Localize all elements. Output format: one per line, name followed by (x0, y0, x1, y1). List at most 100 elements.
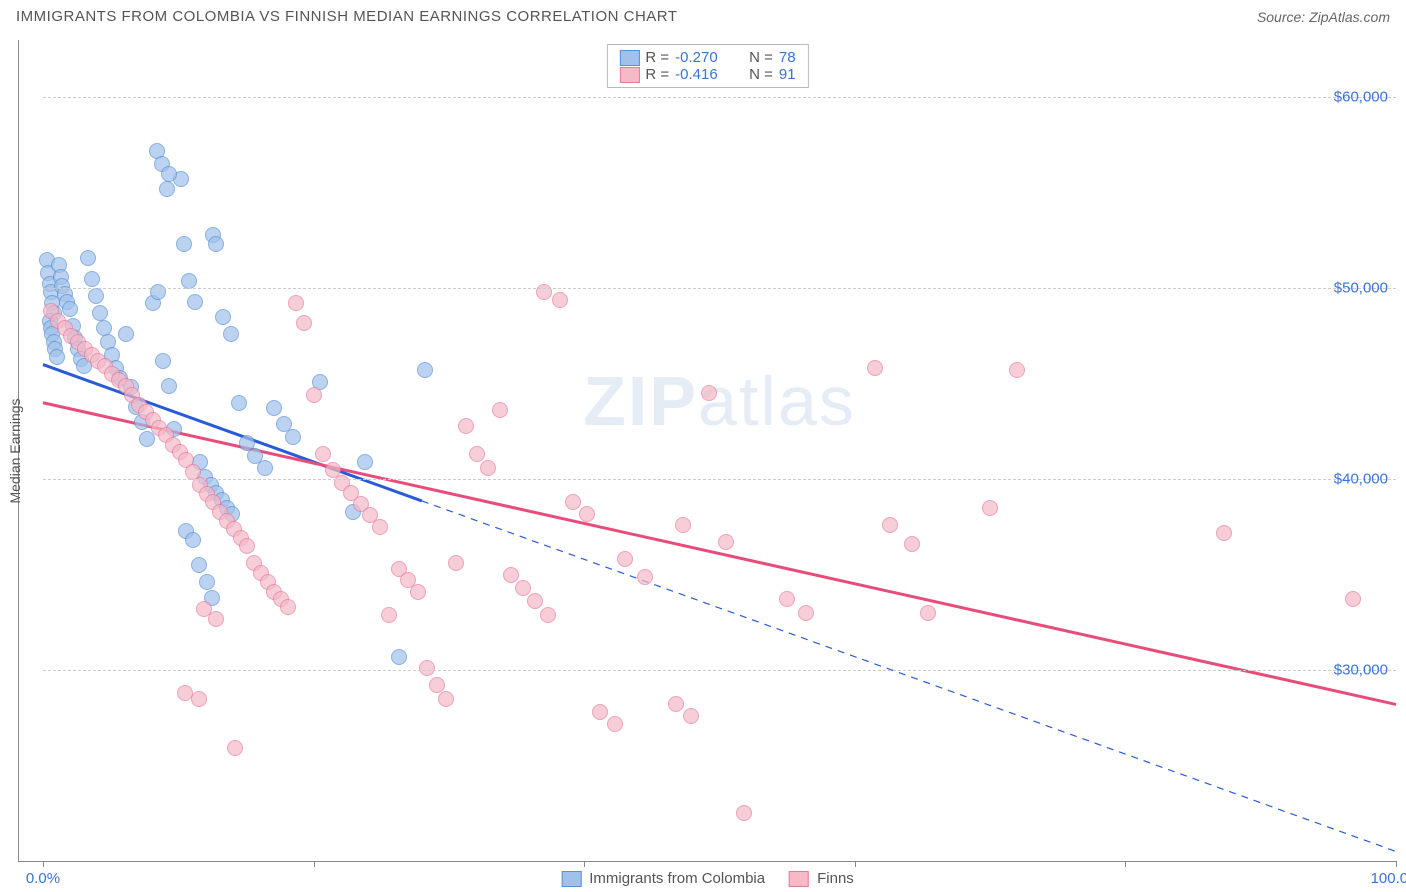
data-point (88, 288, 104, 304)
x-tick-mark (855, 861, 856, 867)
series-legend-item: Finns (789, 870, 854, 887)
chart-source: Source: ZipAtlas.com (1257, 9, 1390, 25)
data-point (288, 295, 304, 311)
data-point (503, 567, 519, 583)
data-point (1345, 591, 1361, 607)
data-point (215, 309, 231, 325)
data-point (208, 611, 224, 627)
data-point (492, 402, 508, 418)
data-point (480, 460, 496, 476)
trend-line-solid (43, 365, 422, 501)
y-axis-label: Median Earnings (7, 398, 23, 503)
legend-r-value: -0.270 (675, 49, 735, 66)
data-point (266, 400, 282, 416)
data-point (315, 446, 331, 462)
y-tick-label: $50,000 (1334, 280, 1388, 297)
data-point (982, 500, 998, 516)
data-point (191, 557, 207, 573)
legend-n-value: 91 (779, 66, 796, 83)
data-point (159, 181, 175, 197)
data-point (199, 574, 215, 590)
data-point (607, 716, 623, 732)
data-point (798, 605, 814, 621)
data-point (257, 460, 273, 476)
data-point (736, 805, 752, 821)
legend-n-label: N = (749, 66, 773, 83)
stats-legend-row: R =-0.416N =91 (619, 66, 795, 83)
data-point (438, 691, 454, 707)
chart-area: Median Earnings ZIPatlas R =-0.270N =78R… (18, 40, 1396, 862)
legend-swatch (619, 50, 639, 66)
data-point (683, 708, 699, 724)
data-point (372, 519, 388, 535)
data-point (410, 584, 426, 600)
stats-legend-row: R =-0.270N =78 (619, 49, 795, 66)
data-point (552, 292, 568, 308)
data-point (419, 660, 435, 676)
series-legend-item: Immigrants from Colombia (561, 870, 765, 887)
series-legend: Immigrants from Colombia Finns (561, 870, 854, 887)
data-point (617, 551, 633, 567)
stats-legend: R =-0.270N =78R =-0.416N =91 (606, 44, 808, 88)
data-point (536, 284, 552, 300)
x-tick-label: 100.0% (1371, 870, 1406, 887)
data-point (208, 236, 224, 252)
data-point (867, 360, 883, 376)
legend-n-value: 78 (779, 49, 796, 66)
legend-swatch (561, 871, 581, 887)
gridline (43, 288, 1396, 289)
trend-line-dashed (422, 501, 1396, 852)
data-point (1216, 525, 1232, 541)
data-point (176, 236, 192, 252)
data-point (675, 517, 691, 533)
data-point (306, 387, 322, 403)
series-legend-label: Finns (817, 870, 854, 887)
data-point (118, 326, 134, 342)
data-point (882, 517, 898, 533)
plot-area: ZIPatlas (43, 40, 1396, 861)
data-point (185, 532, 201, 548)
data-point (231, 395, 247, 411)
series-legend-label: Immigrants from Colombia (589, 870, 765, 887)
data-point (161, 378, 177, 394)
x-tick-mark (314, 861, 315, 867)
data-point (540, 607, 556, 623)
y-tick-label: $40,000 (1334, 471, 1388, 488)
data-point (527, 593, 543, 609)
legend-n-label: N = (749, 49, 773, 66)
data-point (1009, 362, 1025, 378)
data-point (296, 315, 312, 331)
data-point (155, 353, 171, 369)
data-point (391, 649, 407, 665)
chart-header: IMMIGRANTS FROM COLOMBIA VS FINNISH MEDI… (0, 0, 1406, 33)
data-point (187, 294, 203, 310)
data-point (139, 431, 155, 447)
legend-swatch (789, 871, 809, 887)
data-point (779, 591, 795, 607)
gridline (43, 97, 1396, 98)
legend-swatch (619, 67, 639, 83)
chart-title: IMMIGRANTS FROM COLOMBIA VS FINNISH MEDI… (16, 8, 678, 25)
gridline (43, 479, 1396, 480)
data-point (49, 349, 65, 365)
data-point (920, 605, 936, 621)
data-point (458, 418, 474, 434)
data-point (84, 271, 100, 287)
data-point (62, 301, 78, 317)
data-point (515, 580, 531, 596)
x-tick-label: 0.0% (26, 870, 60, 887)
data-point (150, 284, 166, 300)
data-point (637, 569, 653, 585)
data-point (227, 740, 243, 756)
data-point (701, 385, 717, 401)
data-point (239, 538, 255, 554)
x-tick-mark (1396, 861, 1397, 867)
data-point (161, 166, 177, 182)
x-tick-mark (43, 861, 44, 867)
x-tick-mark (1125, 861, 1126, 867)
data-point (357, 454, 373, 470)
data-point (280, 599, 296, 615)
x-tick-mark (584, 861, 585, 867)
data-point (80, 250, 96, 266)
data-point (381, 607, 397, 623)
